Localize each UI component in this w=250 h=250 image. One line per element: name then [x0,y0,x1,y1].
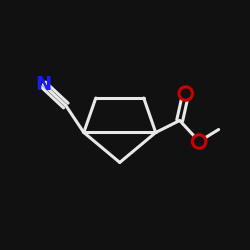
Text: N: N [35,75,52,94]
Circle shape [180,88,192,99]
Circle shape [194,136,205,147]
